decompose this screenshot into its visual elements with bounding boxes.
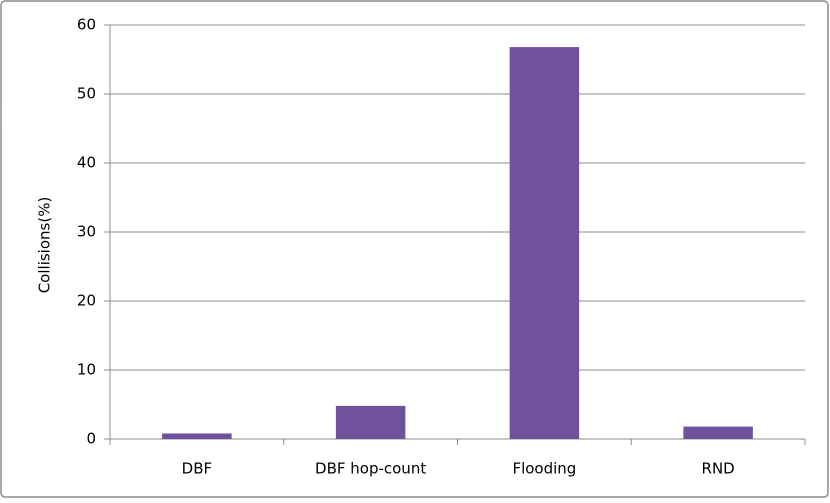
x-tick-label: DBF: [182, 460, 212, 478]
x-tick-label: DBF hop-count: [315, 460, 426, 478]
bar: [335, 405, 406, 439]
y-tick-label: 60: [77, 16, 96, 34]
y-tick-label: 10: [77, 361, 96, 379]
y-tick-label: 30: [77, 223, 96, 241]
y-tick-label: 40: [77, 154, 96, 172]
y-tick-label: 0: [86, 430, 96, 448]
y-tick-label: 20: [77, 292, 96, 310]
bar: [509, 47, 580, 440]
y-axis-label: Collisions(%): [36, 197, 54, 294]
bar: [683, 426, 753, 439]
x-tick-label: Flooding: [512, 460, 576, 478]
y-tick-label: 50: [77, 85, 96, 103]
bar: [162, 433, 232, 439]
x-tick-label: RND: [702, 460, 735, 478]
